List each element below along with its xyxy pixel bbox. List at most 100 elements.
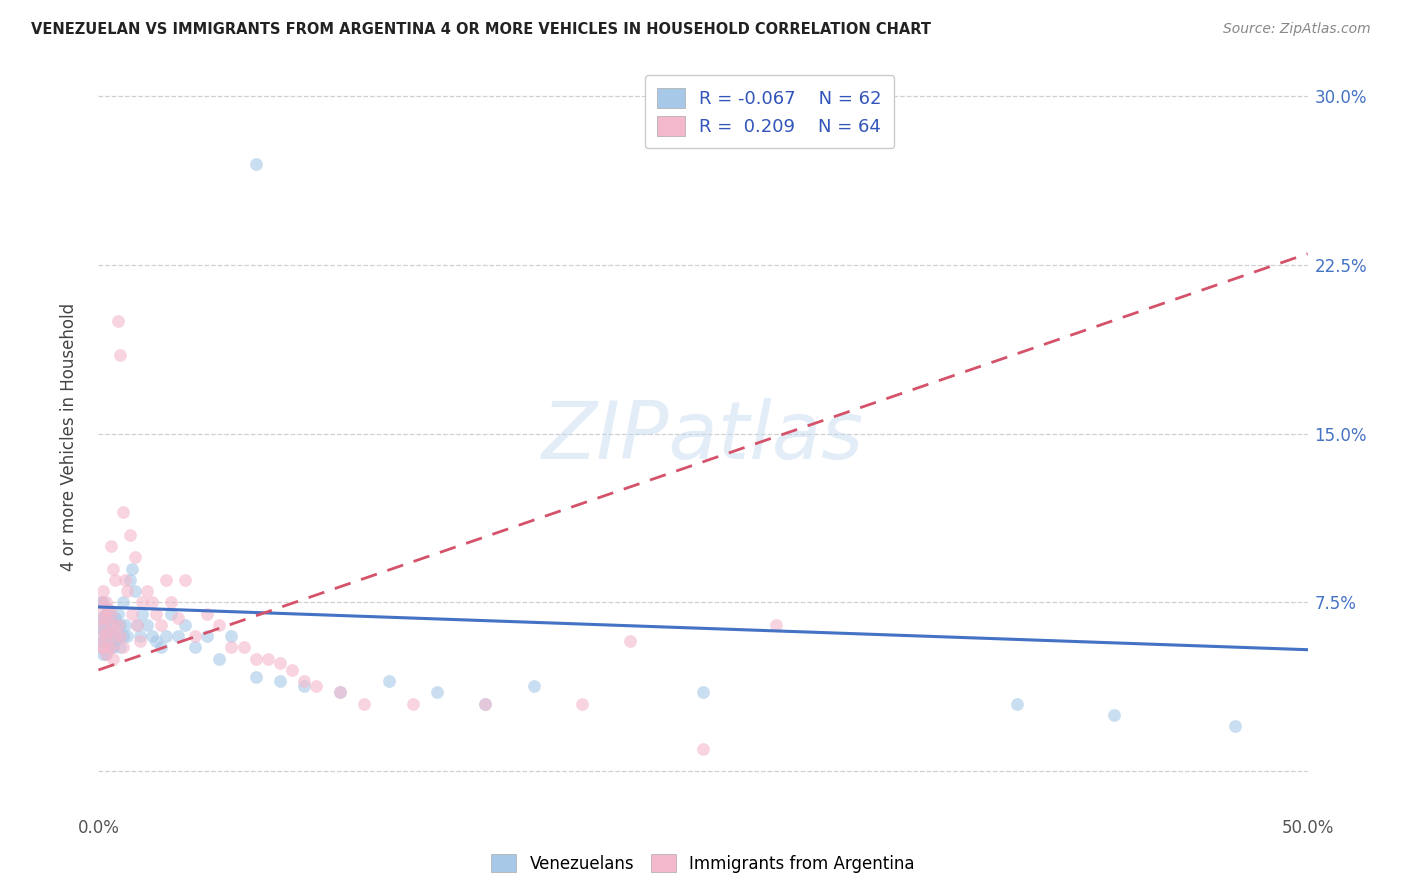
Legend: Venezuelans, Immigrants from Argentina: Venezuelans, Immigrants from Argentina [485,847,921,880]
Point [100,611,122,625]
Point [108,640,131,655]
Point [184,629,207,643]
Point [150,618,173,632]
Point [94,607,117,621]
Point [117,629,139,643]
Point [1223,719,1246,733]
Y-axis label: 4 or more Vehicles in Household: 4 or more Vehicles in Household [59,303,77,571]
Point [195,607,218,621]
Point [118,573,141,587]
Point [160,607,183,621]
Legend: R = -0.067    N = 62, R =  0.209    N = 64: R = -0.067 N = 62, R = 0.209 N = 64 [645,75,894,148]
Point [145,607,167,621]
Point [91,584,114,599]
Point [184,640,207,655]
Point [101,618,124,632]
Point [100,539,122,553]
Point [108,348,131,362]
Point [114,573,136,587]
Point [167,611,190,625]
Point [90,595,112,609]
Point [305,679,328,693]
Point [108,618,131,632]
Point [104,629,127,643]
Point [97,602,120,616]
Point [91,647,114,661]
Point [145,633,167,648]
Point [104,611,127,625]
Point [101,618,124,632]
Point [269,657,291,671]
Point [94,633,117,648]
Point [107,618,129,632]
Point [208,651,231,665]
Point [100,607,122,621]
Point [269,674,291,689]
Point [97,640,120,655]
Point [692,685,714,699]
Point [402,697,425,711]
Point [245,670,267,684]
Point [91,640,114,655]
Point [377,674,399,689]
Point [100,640,122,655]
Point [97,640,120,655]
Point [128,633,150,648]
Point [90,640,112,655]
Point [107,629,129,643]
Point [91,633,114,648]
Point [167,629,190,643]
Point [245,157,267,171]
Point [329,685,352,699]
Point [90,623,112,637]
Point [124,584,146,599]
Point [128,629,150,643]
Point [619,633,641,648]
Point [155,573,177,587]
Point [1102,708,1125,723]
Text: VENEZUELAN VS IMMIGRANTS FROM ARGENTINA 4 OR MORE VEHICLES IN HOUSEHOLD CORRELAT: VENEZUELAN VS IMMIGRANTS FROM ARGENTINA … [31,22,931,37]
Point [90,611,112,625]
Point [474,697,496,711]
Point [94,595,117,609]
Point [131,595,153,609]
Point [281,663,304,677]
Point [155,629,177,643]
Point [292,679,315,693]
Point [107,607,129,621]
Point [111,595,134,609]
Point [90,633,112,648]
Point [90,629,112,643]
Point [90,595,112,609]
Point [90,640,112,655]
Point [91,623,114,637]
Point [124,550,146,565]
Point [571,697,593,711]
Point [426,685,449,699]
Point [101,562,124,576]
Point [127,618,149,632]
Point [160,595,183,609]
Point [292,674,315,689]
Point [135,584,157,599]
Point [101,640,124,655]
Point [121,562,143,576]
Point [474,697,496,711]
Point [141,595,163,609]
Point [94,647,117,661]
Point [121,607,143,621]
Point [127,618,149,632]
Point [329,685,352,699]
Point [245,651,267,665]
Point [111,629,134,643]
Point [135,618,157,632]
Point [114,618,136,632]
Point [108,629,131,643]
Point [1007,697,1029,711]
Point [232,640,254,655]
Point [221,629,243,643]
Point [208,618,231,632]
Point [221,640,243,655]
Point [91,595,114,609]
Text: ZIPatlas: ZIPatlas [541,398,865,476]
